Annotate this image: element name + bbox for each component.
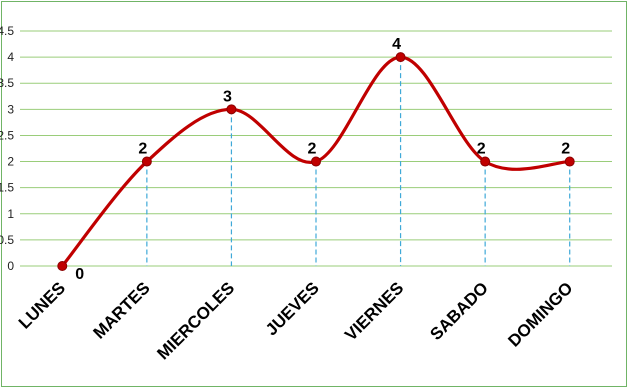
y-axis-ticks: 0 0.5 1 1.5 2 2.5 3 3.5 4 4.5 [0, 24, 14, 273]
x-tick-label-3: JUEVES [262, 278, 323, 339]
x-tick-label-5: SABADO [426, 278, 492, 344]
data-label-6: 2 [561, 141, 570, 158]
y-tick-label-4: 2 [7, 155, 14, 169]
x-axis-ticks: LUNES MARTES MIERCOLES JUEVES VIERNES SABADO D… [15, 278, 577, 363]
gridlines [20, 30, 612, 267]
y-tick-label-2: 1 [7, 207, 14, 221]
y-tick-label-8: 4 [7, 50, 14, 64]
x-tick-label-1: MARTES [89, 278, 153, 342]
data-point-5 [480, 156, 491, 167]
data-label-3: 2 [308, 141, 317, 158]
x-tick-label-0: LUNES [15, 278, 69, 332]
x-tick-label-4: VIERNES [341, 278, 407, 344]
y-tick-label-5: 2.5 [0, 128, 14, 142]
data-point-6 [564, 156, 575, 167]
x-tick-label-2: MIERCOLES [153, 278, 238, 363]
data-point-0 [57, 261, 68, 271]
y-tick-label-7: 3.5 [0, 76, 14, 90]
data-point-3 [311, 156, 321, 167]
drop-lines [146, 57, 571, 266]
data-point-1 [141, 156, 152, 167]
y-tick-label-6: 3 [7, 102, 14, 116]
y-tick-label-1: 0.5 [0, 233, 14, 247]
y-tick-label-9: 4.5 [0, 24, 14, 38]
y-tick-label-0: 0 [7, 259, 14, 273]
data-points [57, 52, 575, 271]
data-label-0: 0 [75, 266, 84, 283]
data-labels: 0 2 3 2 4 2 2 [75, 36, 570, 283]
y-tick-label-3: 1.5 [0, 181, 14, 195]
data-label-4: 4 [392, 36, 401, 53]
data-point-4 [395, 52, 406, 63]
data-label-5: 2 [477, 141, 486, 158]
x-tick-label-6: DOMINGO [504, 278, 576, 350]
data-label-1: 2 [138, 141, 147, 158]
data-label-2: 3 [223, 88, 232, 105]
data-point-2 [226, 104, 237, 115]
